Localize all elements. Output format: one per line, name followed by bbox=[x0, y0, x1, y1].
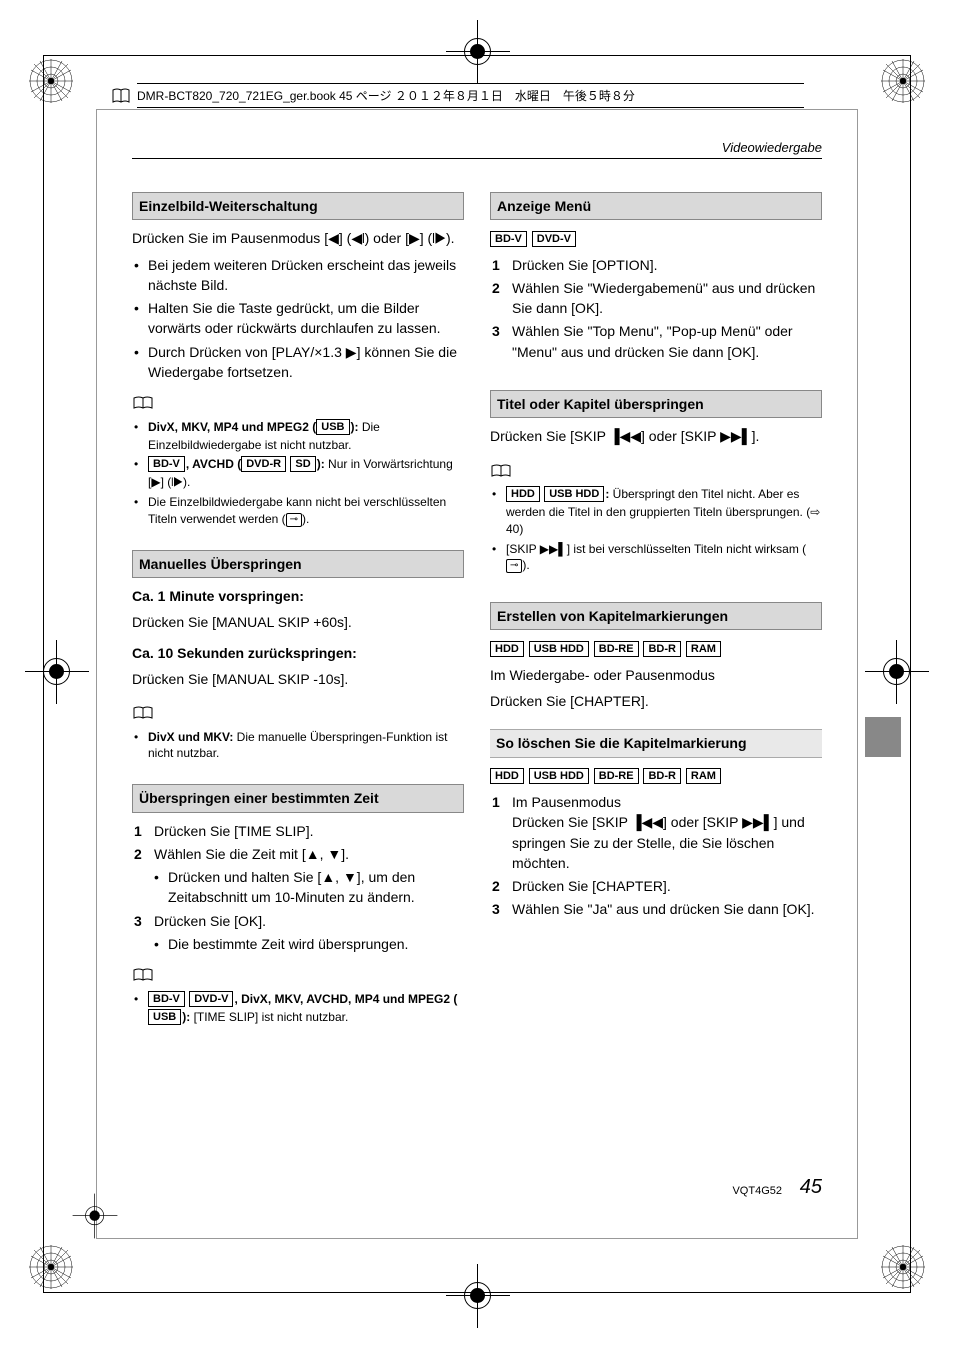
list-item: 3Drücken Sie [OK]. Die bestimmte Zeit wi… bbox=[134, 911, 464, 955]
note-item: DivX und MKV: Die manuelle Überspringen-… bbox=[134, 729, 464, 763]
section-heading: Anzeige Menü bbox=[490, 192, 822, 220]
registration-mark-icon bbox=[881, 1245, 925, 1289]
note-item: HDD USB HDD: Überspringt den Titel nicht… bbox=[492, 486, 822, 538]
body-text: Drücken Sie [MANUAL SKIP -10s]. bbox=[132, 669, 464, 689]
body-text: Im Wiedergabe- oder Pausenmodus bbox=[490, 665, 822, 685]
section-heading: Einzelbild-Weiterschaltung bbox=[132, 192, 464, 220]
note-icon bbox=[490, 463, 512, 477]
list-item: Bei jedem weiteren Drücken erscheint das… bbox=[134, 255, 464, 296]
list-item: 2Wählen Sie die Zeit mit [▲, ▼]. Drücken… bbox=[134, 844, 464, 908]
list-item: 3Wählen Sie "Ja" aus und drücken Sie dan… bbox=[492, 899, 822, 919]
body-text: Drücken Sie [CHAPTER]. bbox=[490, 691, 822, 711]
list-item: 2Drücken Sie [CHAPTER]. bbox=[492, 876, 822, 896]
list-item: 1Drücken Sie [TIME SLIP]. bbox=[134, 821, 464, 841]
registration-mark-icon bbox=[881, 59, 925, 103]
sub-section-heading: So löschen Sie die Kapitelmarkierung bbox=[490, 729, 822, 757]
section-label: Videowiedergabe bbox=[722, 140, 822, 155]
body-text: Drücken Sie [SKIP ▐◀◀] oder [SKIP ▶▶▌]. bbox=[490, 426, 822, 446]
header-text: DMR-BCT820_720_721EG_ger.book 45 ページ ２０１… bbox=[137, 89, 635, 103]
note-item: Die Einzelbildwiedergabe kann nicht bei … bbox=[134, 494, 464, 528]
divider bbox=[132, 158, 822, 159]
note-icon bbox=[132, 395, 154, 409]
section-heading: Titel oder Kapitel überspringen bbox=[490, 390, 822, 418]
header-bar: DMR-BCT820_720_721EG_ger.book 45 ページ ２０１… bbox=[111, 83, 804, 108]
book-icon bbox=[111, 88, 131, 104]
body-text: Drücken Sie im Pausenmodus [◀] (◀𝍩) oder… bbox=[132, 228, 464, 248]
note-icon bbox=[132, 705, 154, 719]
lock-icon: ⊸ bbox=[286, 513, 302, 527]
note-item: BD-V DVD-V, DivX, MKV, AVCHD, MP4 und MP… bbox=[134, 991, 464, 1027]
crosshair-mark-icon bbox=[446, 20, 510, 84]
side-tab bbox=[865, 717, 901, 757]
list-item: 1Im PausenmodusDrücken Sie [SKIP ▐◀◀] od… bbox=[492, 792, 822, 873]
crosshair-mark-icon bbox=[25, 640, 89, 704]
media-tags: HDD USB HDD BD-RE BD-R RAM bbox=[490, 766, 822, 786]
left-column: Einzelbild-Weiterschaltung Drücken Sie i… bbox=[132, 192, 464, 1030]
note-item: BD-V, AVCHD (DVD-R SD): Nur in Vorwärtsr… bbox=[134, 456, 464, 491]
sub-heading: Ca. 1 Minute vorspringen: bbox=[132, 586, 464, 606]
list-item: Halten Sie die Taste gedrückt, um die Bi… bbox=[134, 298, 464, 339]
section-heading: Erstellen von Kapitelmarkierungen bbox=[490, 602, 822, 630]
body-text: Drücken Sie [MANUAL SKIP +60s]. bbox=[132, 612, 464, 632]
crosshair-mark-icon bbox=[865, 640, 929, 704]
media-tags: HDD USB HDD BD-RE BD-R RAM bbox=[490, 638, 822, 658]
section-heading: Manuelles Überspringen bbox=[132, 550, 464, 578]
right-column: Anzeige Menü BD-V DVD-V 1Drücken Sie [OP… bbox=[490, 192, 822, 1030]
note-item: DivX, MKV, MP4 und MPEG2 (USB): Die Einz… bbox=[134, 419, 464, 454]
sub-heading: Ca. 10 Sekunden zurückspringen: bbox=[132, 643, 464, 663]
doc-code: VQT4G52 bbox=[732, 1185, 782, 1197]
crosshair-mark-icon bbox=[446, 1264, 510, 1328]
page-number: 45 bbox=[800, 1176, 822, 1199]
lock-icon: ⊸ bbox=[506, 559, 522, 573]
crosshair-mark-icon bbox=[73, 1194, 118, 1239]
list-item: Durch Drücken von [PLAY/×1.3 ▶] können S… bbox=[134, 342, 464, 383]
section-heading: Überspringen einer bestimmten Zeit bbox=[132, 784, 464, 812]
media-tags: BD-V DVD-V bbox=[490, 228, 822, 248]
note-item: [SKIP ▶▶▌] ist bei verschlüsselten Titel… bbox=[492, 541, 822, 575]
note-icon bbox=[132, 967, 154, 981]
registration-mark-icon bbox=[29, 1245, 73, 1289]
list-item: 1Drücken Sie [OPTION]. bbox=[492, 255, 822, 275]
list-item: 3Wählen Sie "Top Menu", "Pop-up Menü" od… bbox=[492, 321, 822, 362]
list-item: 2Wählen Sie "Wiedergabemenü" aus und drü… bbox=[492, 278, 822, 319]
registration-mark-icon bbox=[29, 59, 73, 103]
